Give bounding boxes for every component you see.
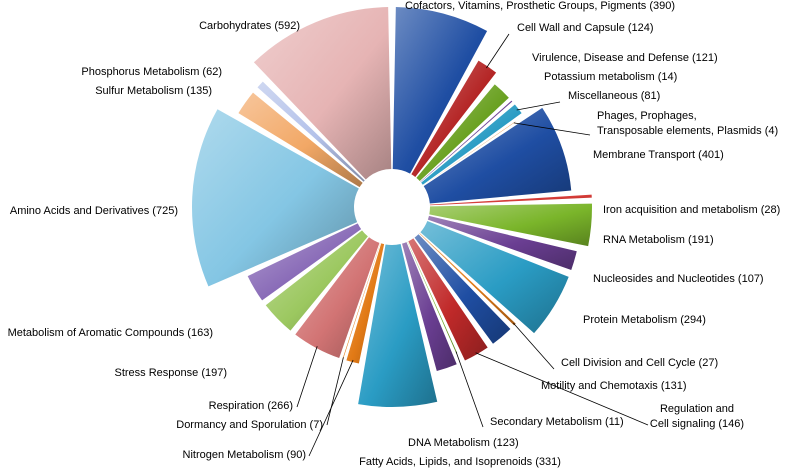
label-sulfur-metabolism: Sulfur Metabolism (135) [95,85,212,97]
leader-respiration [296,346,318,408]
slice-dna-metabolism [402,242,457,371]
slice-rna-metabolism [429,203,592,247]
leader-regulation-and-cell-signaling [475,352,649,426]
slice-protein-metabolism [420,220,569,334]
leader-cell-division-and-cell-cycle [513,322,555,370]
slice-stress-response [265,230,368,331]
slice-miscellaneous [421,104,522,185]
slice-secondary-metabolism [407,241,458,354]
slice-nitrogen-metabolism [346,243,385,364]
label-cell-wall-and-capsule: Cell Wall and Capsule (124) [517,22,654,34]
slice-motility-and-chemotaxis [414,234,511,344]
slice-iron-acquisition-and-metabolism [429,194,592,206]
label-fatty-acids-lipids-and-isoprenoids: Fatty Acids, Lipids, and Isoprenoids (33… [359,456,561,468]
label-cell-division-and-cell-cycle: Cell Division and Cell Cycle (27) [561,357,718,369]
leader-lines [296,33,649,457]
slice-sulfur-metabolism [238,92,363,188]
leader-dormancy-and-sporulation [326,357,344,426]
slice-phages-prophages-transposable-elements-plasmids [423,121,516,186]
label-iron-acquisition-and-metabolism: Iron acquisition and metabolism (28) [603,204,780,216]
pie-slices [191,7,592,407]
slice-metabolism-of-aromatic-compounds [247,223,362,301]
label-protein-metabolism: Protein Metabolism (294) [583,314,706,326]
label-cofactors-vitamins-prosthetic-groups-pigments: Cofactors, Vitamins, Prosthetic Groups, … [405,0,675,12]
slice-phosphorus-metabolism [257,81,365,182]
leader-phages-prophages-transposable-elements-plasmids [513,122,591,136]
label-stress-response: Stress Response (197) [115,367,228,379]
slice-fatty-acids-lipids-and-isoprenoids [358,244,438,407]
label-respiration: Respiration (266) [209,400,293,412]
label-potassium-metabolism: Potassium metabolism (14) [544,71,677,83]
label-metabolism-of-aromatic-compounds: Metabolism of Aromatic Compounds (163) [8,327,213,339]
slice-nucleosides-and-nucleotides [427,215,577,271]
label-rna-metabolism: RNA Metabolism (191) [603,234,714,246]
label-nucleosides-and-nucleotides: Nucleosides and Nucleotides (107) [593,273,764,285]
label-carbohydrates: Carbohydrates (592) [199,20,300,32]
slice-cell-wall-and-capsule [411,60,497,177]
slice-virulence-disease-and-defense [416,84,509,182]
leader-cell-wall-and-capsule [486,33,510,69]
slice-regulation-and-cell-signaling [408,238,488,361]
label-motility-and-chemotaxis: Motility and Chemotaxis (131) [541,380,687,392]
label-membrane-transport: Membrane Transport (401) [593,149,724,161]
slice-potassium-metabolism [420,100,513,182]
slice-cofactors-vitamins-prosthetic-groups-pigments [392,7,488,174]
slice-membrane-transport [423,107,572,204]
leader-miscellaneous [516,101,561,111]
slice-amino-acids-and-derivatives [191,109,359,287]
slice-dormancy-and-sporulation [342,243,381,360]
label-secondary-metabolism: Secondary Metabolism (11) [490,416,624,428]
label-phages-prophages-transposable-elements-plasmids: Phages, Prophages, Transposable elements,… [597,110,778,137]
slice-carbohydrates [253,7,392,180]
label-miscellaneous: Miscellaneous (81) [568,90,660,102]
slice-cell-division-and-cell-cycle [419,233,516,326]
label-dormancy-and-sporulation: Dormancy and Sporulation (7) [176,419,323,431]
slice-respiration [295,237,380,359]
label-virulence-disease-and-defense: Virulence, Disease and Defense (121) [532,52,718,64]
label-regulation-and-cell-signaling: Regulation and Cell signaling (146) [650,403,744,430]
label-phosphorus-metabolism: Phosphorus Metabolism (62) [81,66,222,78]
leader-secondary-metabolism [455,351,484,428]
label-nitrogen-metabolism: Nitrogen Metabolism (90) [183,449,307,461]
label-amino-acids-and-derivatives: Amino Acids and Derivatives (725) [10,205,178,217]
slice-labels: Cofactors, Vitamins, Prosthetic Groups, … [8,0,781,468]
label-dna-metabolism: DNA Metabolism (123) [408,437,519,449]
